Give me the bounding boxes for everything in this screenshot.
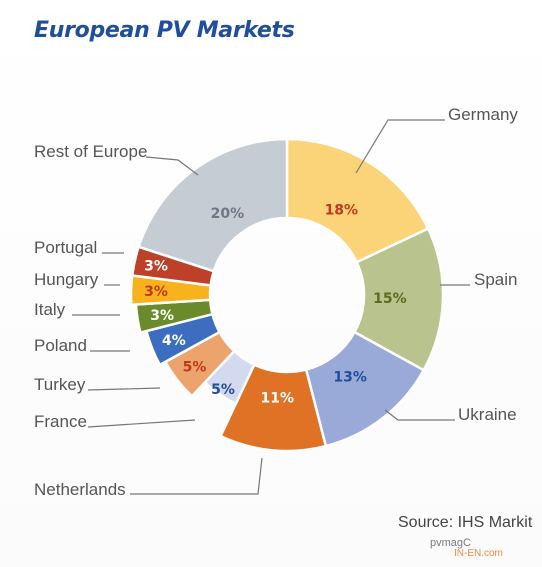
category-label-poland: Poland [34,336,87,355]
watermark-magazine: pvmagC [430,537,471,549]
category-label-germany: Germany [448,105,518,124]
category-label-italy: Italy [34,300,66,319]
category-label-netherlands: Netherlands [34,480,126,499]
category-label-france: France [34,412,87,431]
pct-label-hungary: 3% [144,284,168,300]
leader-line-ukraine [384,409,455,421]
pct-label-turkey: 5% [183,360,207,376]
category-label-portugal: Portugal [34,238,97,257]
leader-line-turkey [87,387,161,391]
leader-line-rest-of-europe [145,156,199,176]
pct-label-france: 5% [211,382,235,398]
pct-label-spain: 15% [373,291,407,307]
pct-label-netherlands: 11% [261,391,295,407]
pct-label-germany: 18% [325,202,359,218]
pct-label-poland: 4% [162,333,186,349]
leader-line-germany [355,119,445,174]
category-label-spain: Spain [474,270,517,289]
category-label-ukraine: Ukraine [458,405,517,424]
pct-label-rest-of-europe: 20% [211,206,245,222]
category-label-rest-of-europe: Rest of Europe [34,142,147,161]
watermark-site: IN-EN.com [454,548,503,559]
slice-rest-of-europe [137,137,289,273]
category-label-hungary: Hungary [34,270,99,289]
source-note: Source: IHS Markit [398,514,533,531]
pct-label-ukraine: 13% [333,369,367,385]
leader-line-netherlands [130,457,263,495]
slice-spain [352,226,445,372]
slice-germany [285,137,430,264]
slice-netherlands [218,363,328,453]
chart-title: European PV Markets [34,18,295,43]
category-label-turkey: Turkey [34,375,86,394]
leader-line-france [87,419,196,428]
pct-label-italy: 3% [150,308,174,324]
pct-label-portugal: 3% [144,259,168,275]
